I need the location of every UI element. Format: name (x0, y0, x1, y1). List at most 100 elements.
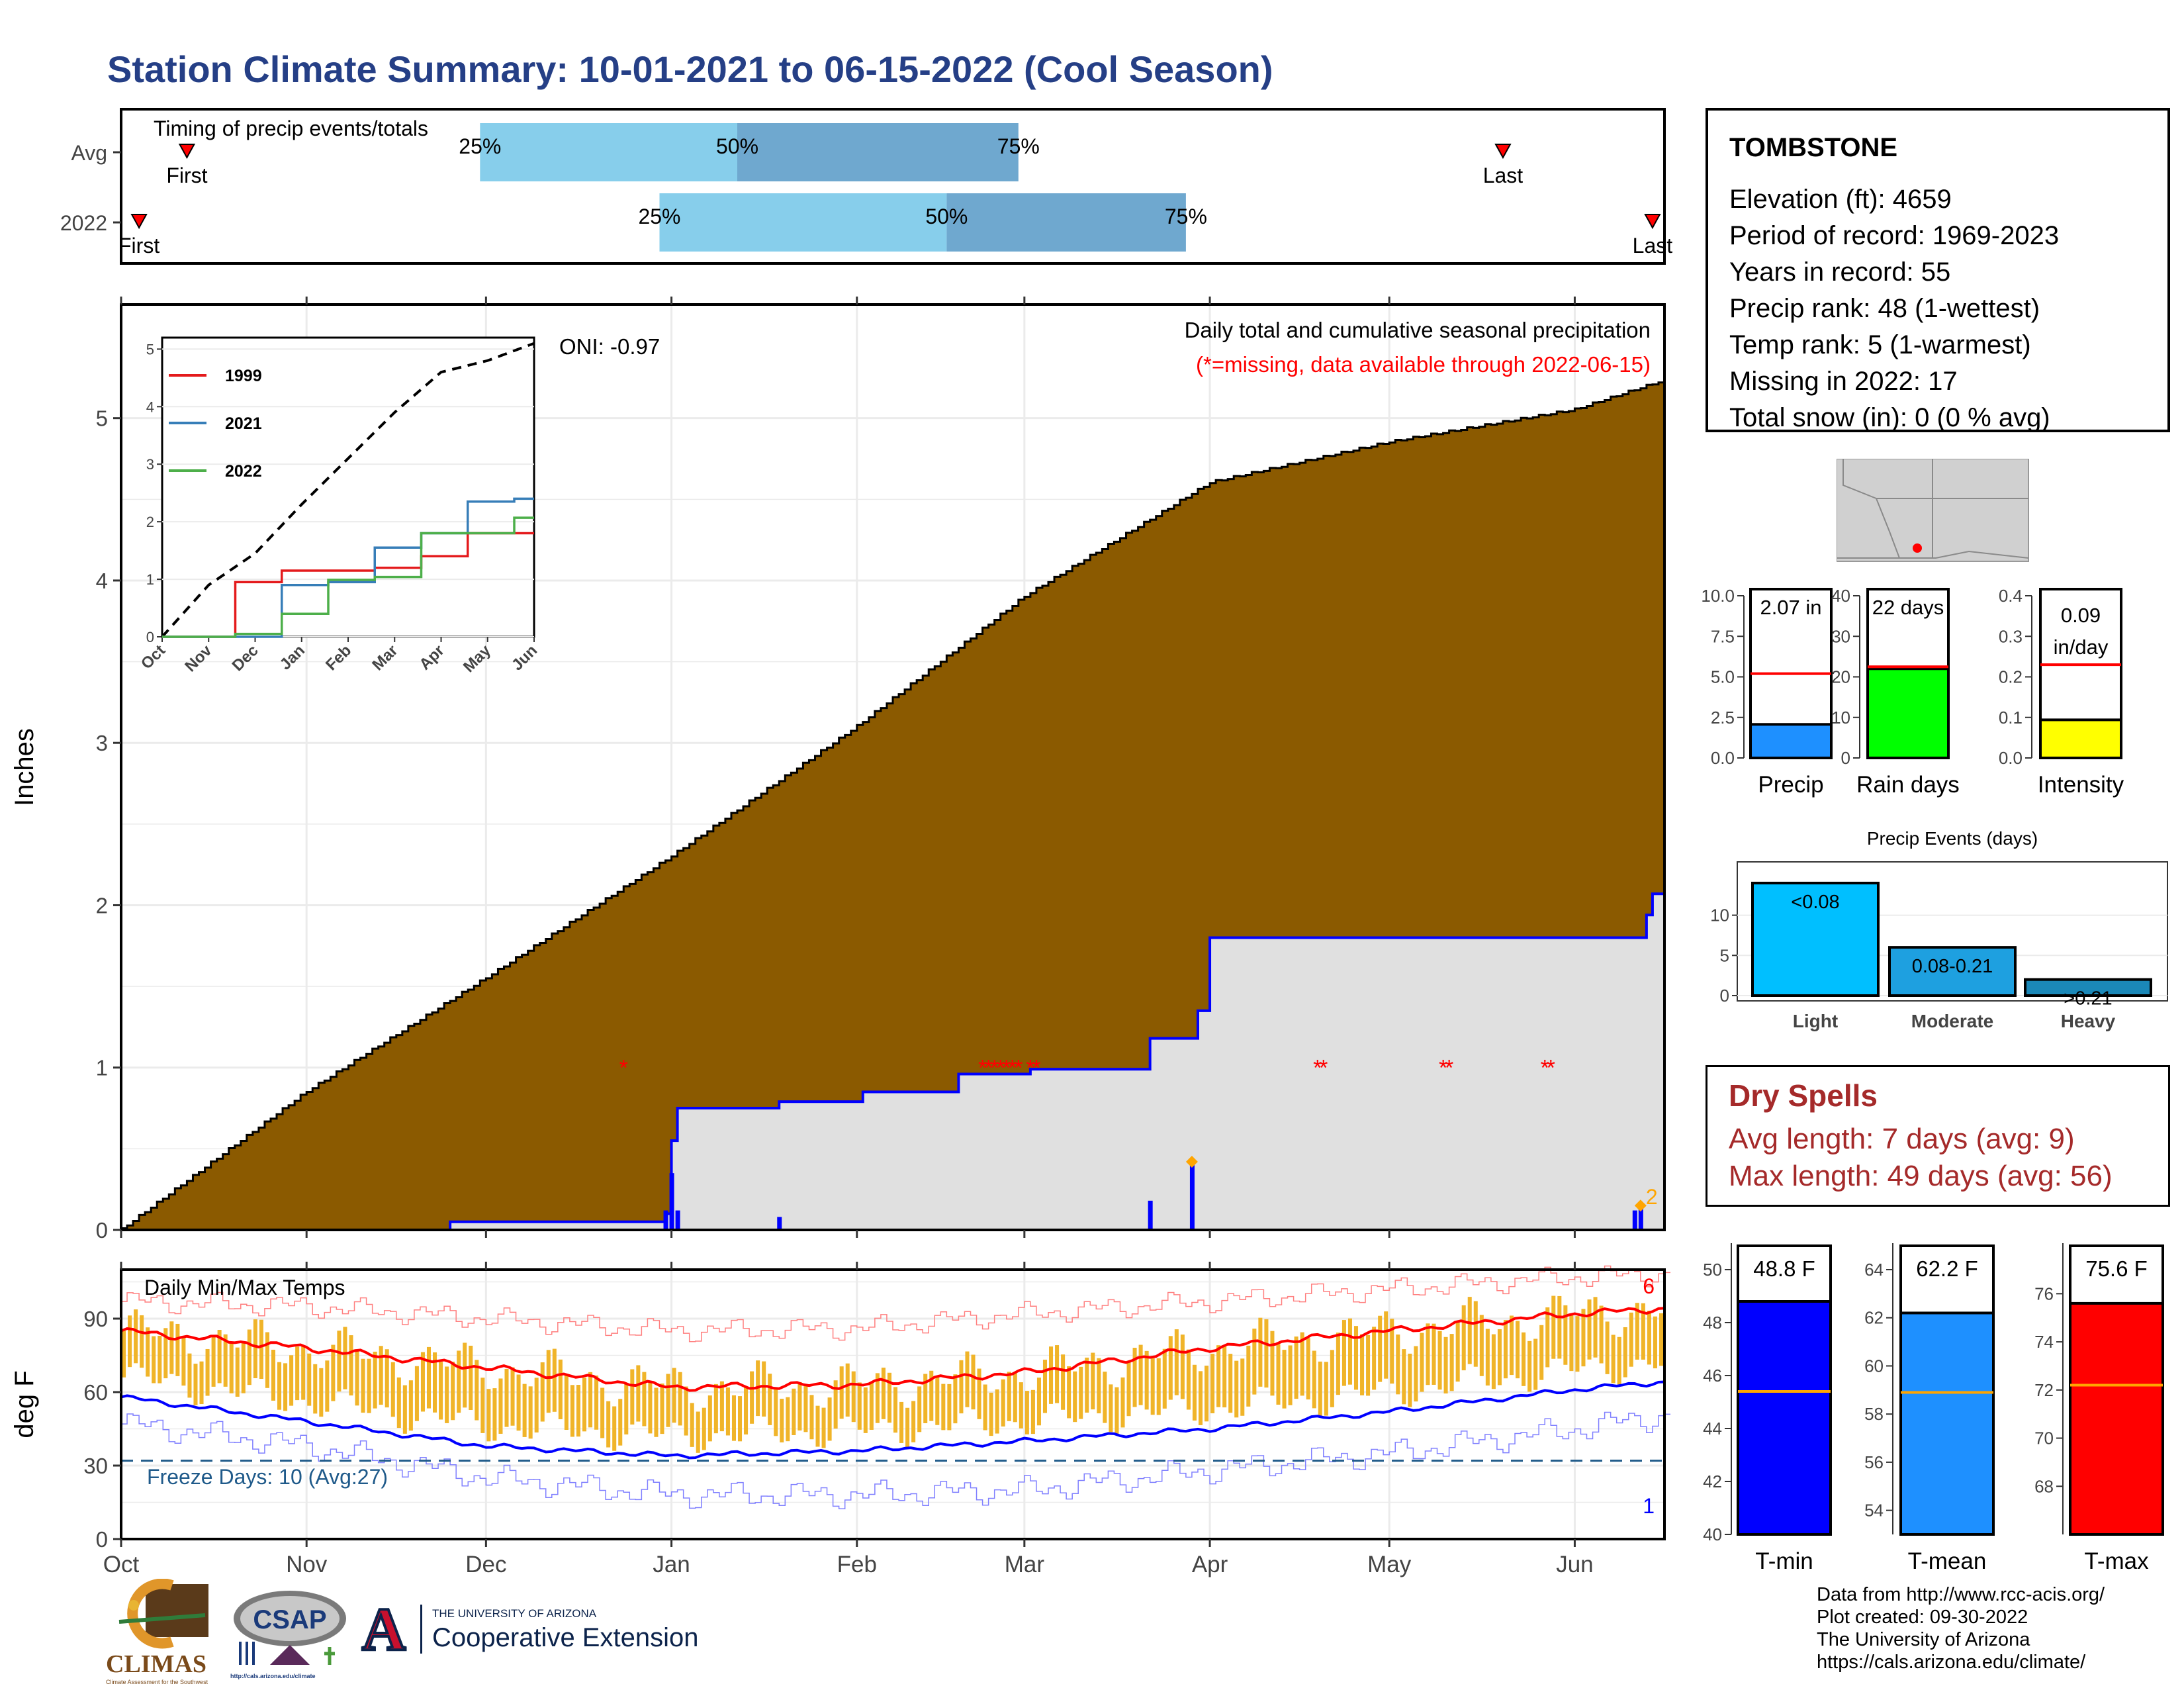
daily-temp-bar (1336, 1333, 1340, 1395)
daily-temp-bar (331, 1344, 336, 1401)
daily-temp-bar (205, 1348, 210, 1396)
daily-temp-bar (707, 1395, 712, 1442)
temp-summary-category: T-min (1755, 1548, 1813, 1574)
daily-temp-bar (1013, 1373, 1017, 1423)
daily-temp-bar (1019, 1382, 1023, 1429)
inset-legend-label: 1999 (225, 367, 262, 385)
daily-temp-bar (169, 1321, 174, 1374)
precip-ylabel: Inches (10, 728, 39, 806)
missing-data-marker: * (1014, 1056, 1023, 1081)
daily-temp-bar (636, 1365, 641, 1422)
summary-ytick-label: 0.0 (1999, 748, 2023, 768)
daily-temp-bar (187, 1353, 192, 1398)
daily-temp-bar (1294, 1336, 1298, 1399)
daily-temp-bar (1563, 1305, 1568, 1365)
daily-temp-bar (815, 1405, 820, 1447)
missing-data-marker: * (1313, 1056, 1322, 1081)
inset-ytick-label: 3 (146, 456, 154, 473)
station-missing: Missing in 2022: 17 (1729, 367, 1958, 396)
daily-temp-bar (648, 1382, 653, 1434)
locator-map (1837, 459, 2029, 562)
daily-temp-bar (163, 1328, 168, 1379)
daily-temp-bar (1443, 1336, 1448, 1394)
daily-temp-bar (486, 1389, 491, 1442)
climas-wordmark: CLIMAS (106, 1650, 207, 1678)
daily-temp-bar (457, 1350, 461, 1413)
daily-temp-bar (1659, 1313, 1663, 1366)
timing-q50-label: 50% (925, 205, 968, 228)
avg-min-line (120, 1380, 1665, 1460)
daily-temp-bar (1091, 1352, 1095, 1410)
daily-temp-bar (1282, 1350, 1287, 1409)
daily-temp-bar (600, 1387, 605, 1438)
daily-temp-bar (917, 1386, 922, 1432)
daily-temp-bar (1330, 1350, 1334, 1407)
month-xtick-label: Apr (1192, 1552, 1228, 1577)
summary-bar-precip: 0.0 2.5 5.0 7.5 10.0 2.07 in Precip (1701, 586, 1833, 798)
daily-temp-bar (809, 1395, 814, 1440)
precip-ytick-label: 2 (96, 893, 108, 917)
daily-temp-bar (1198, 1371, 1203, 1425)
daily-temp-bar (492, 1388, 497, 1441)
daily-temp-bar (445, 1366, 449, 1423)
timing-last-label: Last (1633, 234, 1673, 258)
daily-temp-bar (1049, 1346, 1054, 1404)
dry-spells-title: Dry Spells (1729, 1078, 1878, 1113)
temp-summary-t-max: 68 70 72 74 76 75.6 F T-max (2034, 1243, 2164, 1574)
daily-temp-bar (935, 1376, 940, 1425)
credit-university: The University of Arizona (1817, 1629, 2030, 1650)
daily-temp-bar (1347, 1318, 1352, 1385)
daily-temp-bar (463, 1342, 467, 1408)
daily-temp-bar (1605, 1321, 1610, 1374)
daily-temp-bar (857, 1382, 862, 1430)
record-max-count: 6 (1643, 1274, 1655, 1298)
precip-ytick-label: 5 (96, 406, 108, 431)
csap-logo: CSAP http://cals.arizona.edu/climate (230, 1589, 349, 1681)
daily-temp-bar (307, 1353, 312, 1406)
month-xtick-label: Jun (1556, 1552, 1593, 1577)
daily-temp-bar (642, 1372, 647, 1427)
timing-q25-label: 25% (638, 205, 680, 228)
daily-temp-bar (827, 1397, 832, 1441)
daily-temp-bar (379, 1346, 383, 1405)
daily-temp-bar (1491, 1334, 1496, 1389)
daily-temp-bar (792, 1388, 796, 1435)
daily-temp-bar (367, 1358, 371, 1413)
daily-temp-bar (469, 1345, 473, 1411)
summary-ytick-label: 0.1 (1999, 708, 2023, 727)
daily-temp-bar (606, 1401, 611, 1448)
daily-temp-bar (1030, 1389, 1035, 1434)
daily-temp-bar (211, 1335, 216, 1387)
station-name: TOMBSTONE (1729, 133, 1898, 162)
precip-events-chart: Precip Events (days) 0 5 10 <0.08 Light 0.08-0… (1710, 828, 2168, 1031)
daily-temp-bar (158, 1335, 162, 1383)
daily-temp-bar (528, 1386, 533, 1439)
daily-temp-bar (1485, 1329, 1490, 1386)
daily-temp-bar (863, 1387, 868, 1433)
ua-divider (420, 1605, 422, 1654)
daily-temp-bar (1042, 1360, 1048, 1413)
daily-temp-bar (1067, 1366, 1071, 1419)
precip-event-bar-label: <0.08 (1791, 892, 1839, 913)
daily-temp-bar (1599, 1305, 1604, 1364)
daily-temp-bar (552, 1348, 557, 1412)
daily-temp-bar (1396, 1334, 1400, 1395)
daily-temp-bar (1138, 1344, 1143, 1405)
daily-temp-bar (1611, 1335, 1615, 1383)
daily-temp-bar (1545, 1307, 1550, 1368)
daily-temp-bar (768, 1374, 772, 1425)
station-years: Years in record: 55 (1729, 258, 1951, 287)
heavy-event-marker (1185, 1155, 1198, 1168)
missing-data-marker: * (1319, 1056, 1328, 1081)
daily-temp-bar (1467, 1297, 1472, 1364)
credit-data-source: Data from http://www.rcc-acis.org/ (1817, 1584, 2105, 1605)
daily-temp-bar (845, 1363, 850, 1417)
temp-summary-ytick-label: 64 (1864, 1260, 1884, 1280)
daily-temp-bar (576, 1385, 580, 1437)
summary-bar-rain-days: 0 10 20 30 40 22 days Rain days (1831, 586, 1960, 798)
daily-temp-bar (1455, 1321, 1460, 1382)
daily-temp-bar (1641, 1303, 1645, 1360)
